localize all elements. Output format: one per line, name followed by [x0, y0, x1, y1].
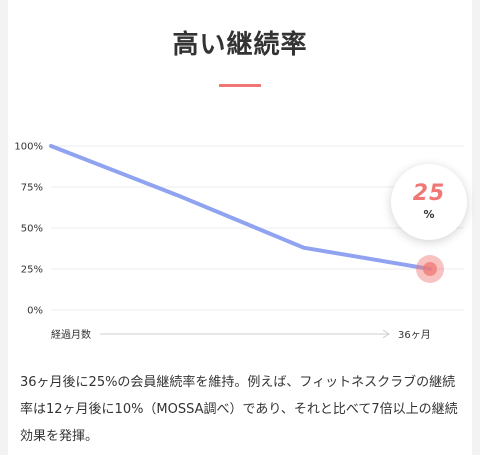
- highlight-unit: %: [423, 208, 435, 221]
- series-line: [49, 144, 432, 271]
- series-layer: [49, 144, 444, 283]
- title-underline: [219, 84, 261, 87]
- x-axis-label: 経過月数: [51, 328, 91, 341]
- retention-card: 高い継続率 100% 75% 50% 25% 0% 経過月数 36ヶ月 25 % 36ヶ…: [8, 0, 472, 455]
- highlight-point: [423, 262, 437, 276]
- section-title: 高い継続率: [172, 30, 308, 60]
- x-axis: 経過月数 36ヶ月: [51, 328, 431, 341]
- highlight-value: 25: [412, 181, 446, 206]
- highlight-bubble: 25 %: [391, 164, 467, 240]
- x-axis-end-label: 36ヶ月: [398, 329, 431, 341]
- y-tick-label: 25%: [21, 265, 43, 276]
- y-axis-ticks: 100% 75% 50% 25% 0%: [14, 142, 43, 317]
- y-tick-label: 75%: [21, 183, 43, 194]
- y-tick-label: 50%: [21, 224, 43, 235]
- y-tick-label: 0%: [27, 306, 43, 317]
- description-text: 36ヶ月後に25%の会員継続率を維持。例えば、フィットネスクラブの継続率は12ヶ…: [20, 375, 458, 444]
- y-tick-label: 100%: [14, 142, 43, 153]
